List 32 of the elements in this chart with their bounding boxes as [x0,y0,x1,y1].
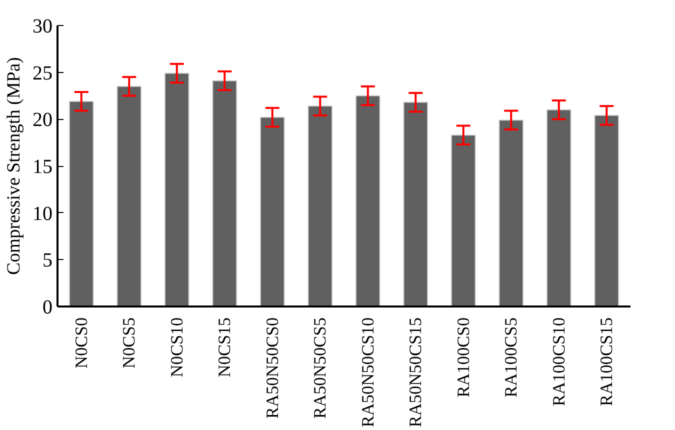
x-tick-label: RA50N50CS15 [406,318,426,428]
x-tick-label: RA50N50CS10 [358,318,378,428]
y-tick-label: 0 [42,296,52,318]
y-axis-title: Compressive Strength (MPa) [4,57,24,275]
x-tick-label: N0CS10 [167,318,186,378]
bar [403,102,428,306]
y-tick-label: 25 [32,62,52,84]
bar [212,80,238,306]
bar [546,109,572,306]
x-tick-label: N0CS5 [120,317,139,369]
x-tick-label: RA100CS10 [549,317,568,406]
x-tick-label: RA50N50CS5 [310,317,330,419]
bar [308,106,333,306]
x-tick-label: RA100CS5 [502,317,521,398]
bar [355,95,380,306]
bar [164,72,190,306]
bar [450,134,476,306]
bar [68,100,94,306]
y-tick-label: 10 [32,202,52,225]
x-tick-label: RA50N50CS0 [262,317,282,419]
x-tick-label: N0CS15 [215,318,234,378]
bar [260,116,285,306]
y-tick-label: 5 [42,250,52,272]
bar [594,114,620,306]
bar [498,120,524,306]
bar [116,86,142,306]
x-tick-label: RA100CS0 [454,317,473,398]
y-tick-label: 15 [32,156,52,178]
y-tick-label: 20 [32,109,52,132]
x-tick-label: N0CS0 [72,317,91,369]
y-tick-label: 30 [32,16,52,38]
x-tick-label: RA100CS15 [597,317,616,406]
